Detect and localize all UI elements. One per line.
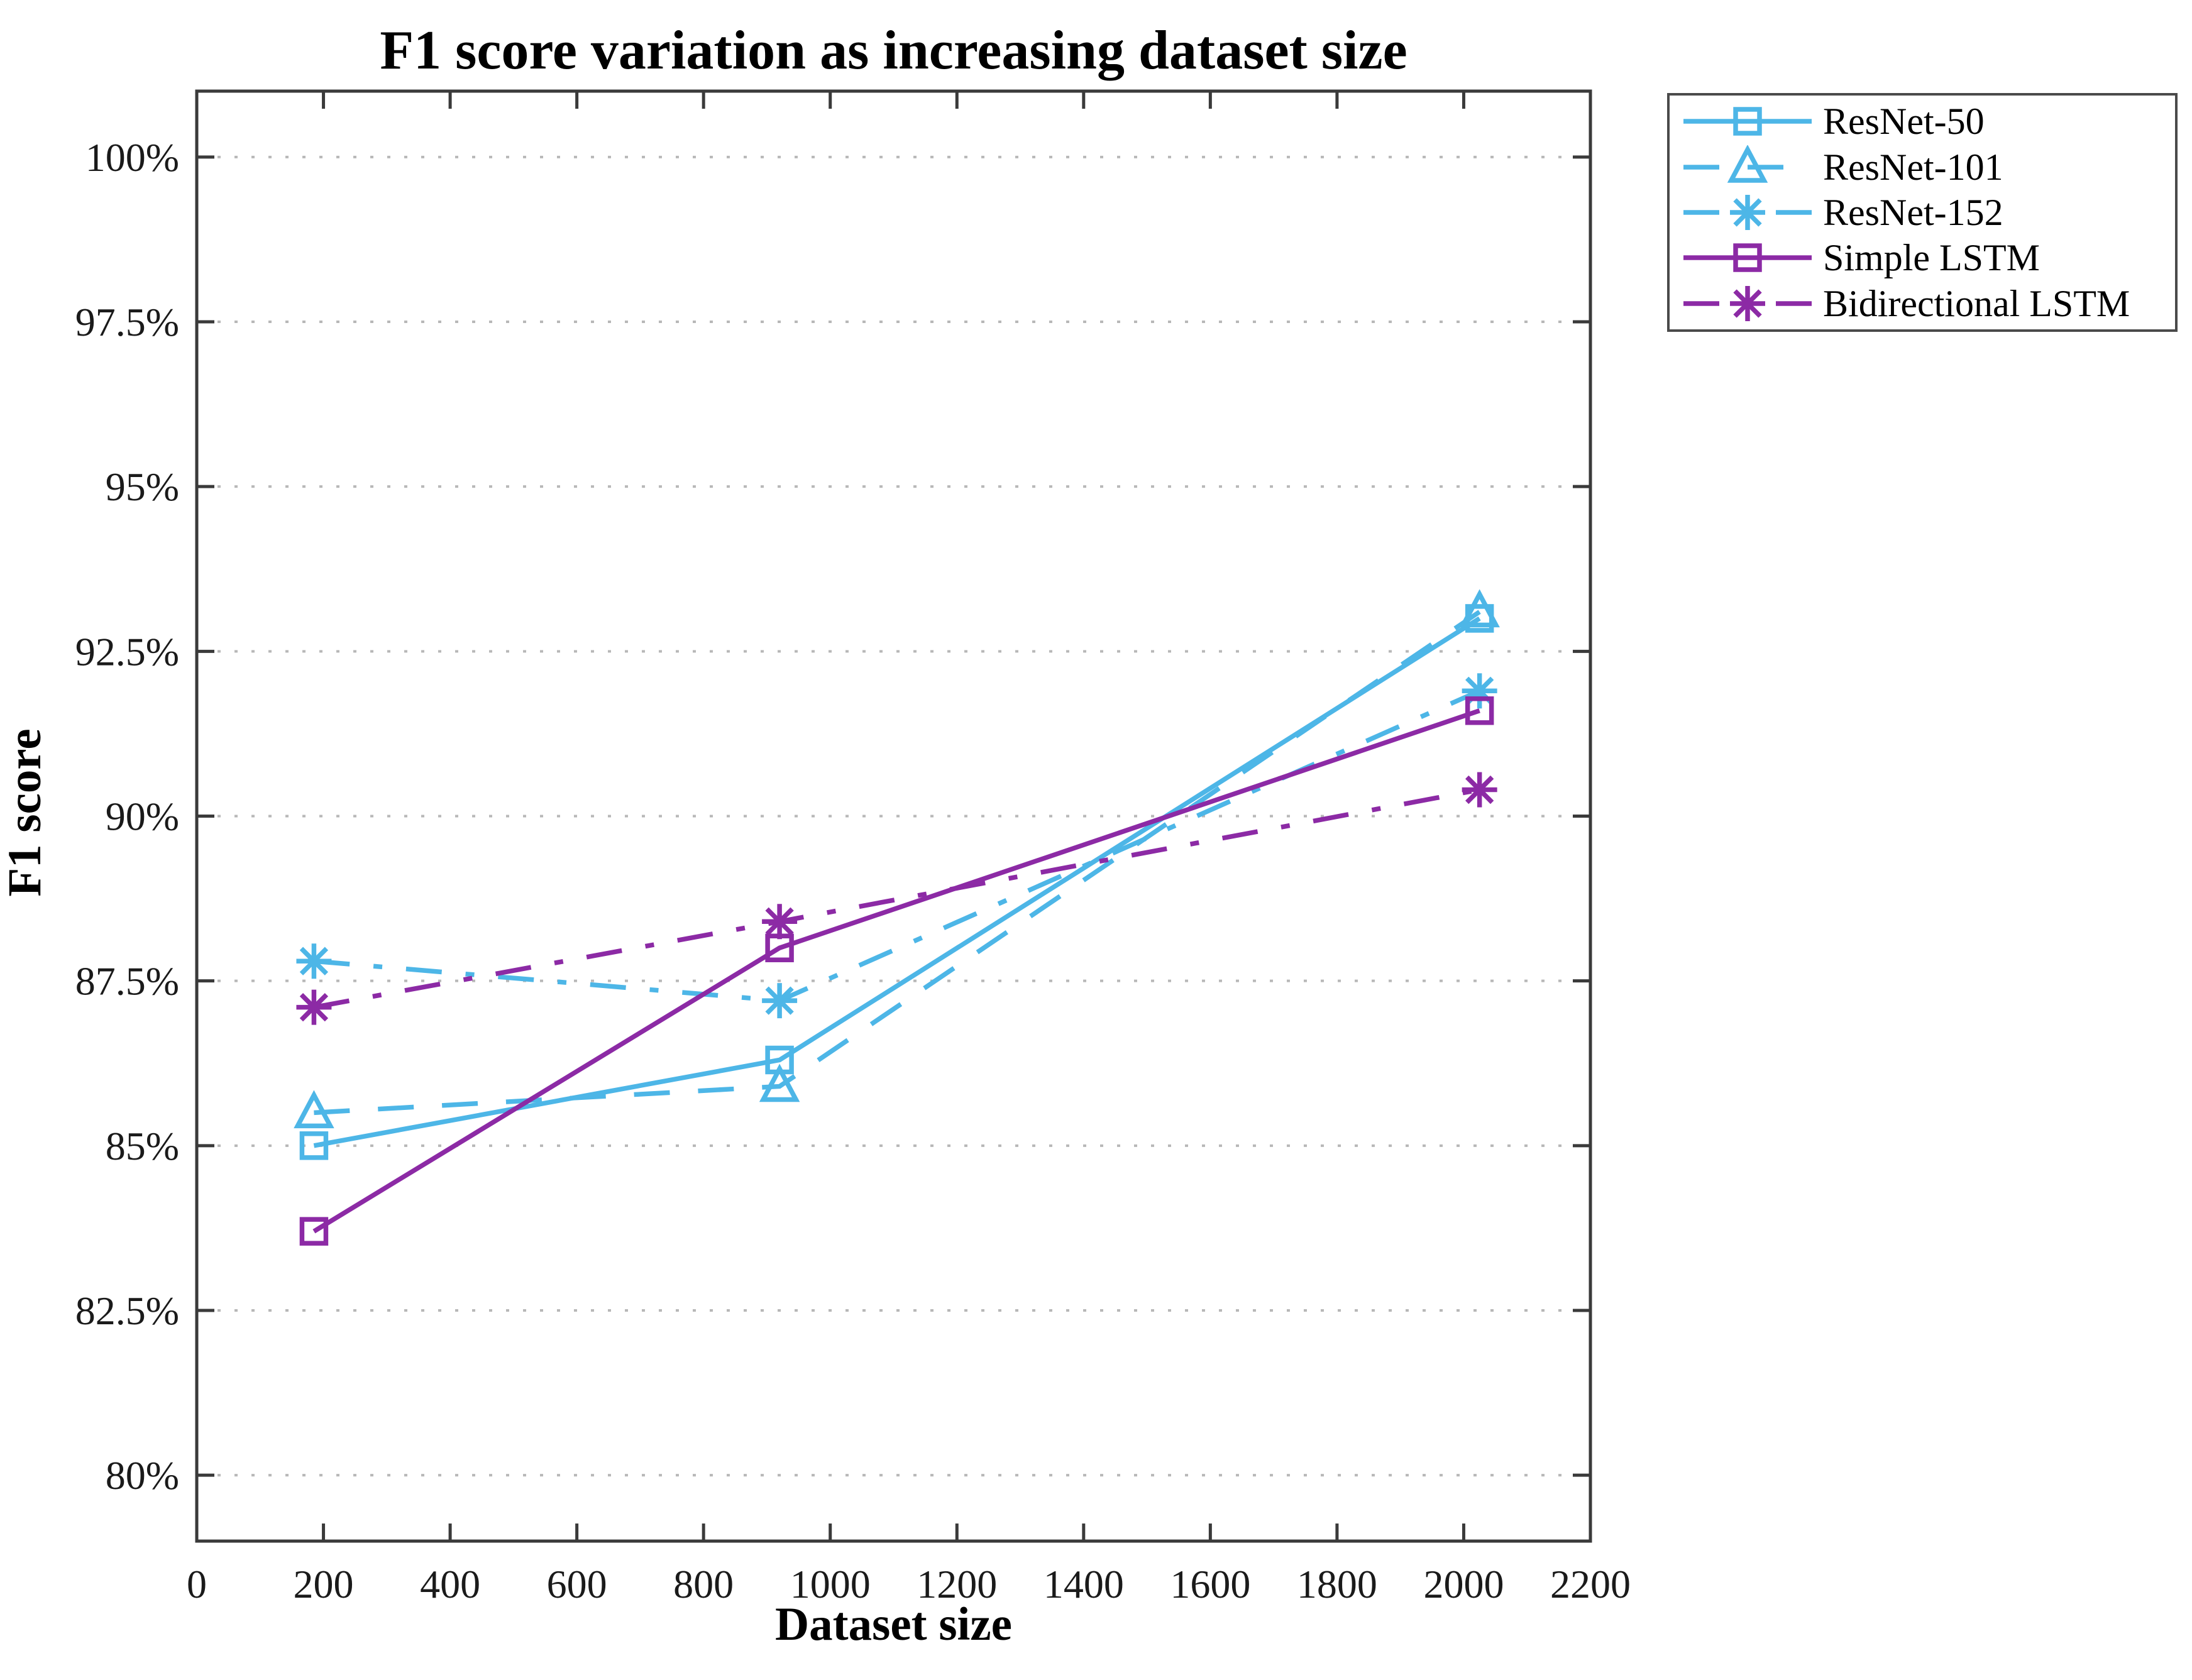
triangle-marker-icon [1727,145,1768,183]
asterisk-marker-icon [296,989,332,1025]
legend-line-sample-simple-lstm [1683,243,1812,273]
x-tick-label: 1400 [1044,1562,1124,1606]
legend-label: Bidirectional LSTM [1823,282,2130,324]
series-bidirectional-lstm [296,772,1497,1025]
legend-label: ResNet-101 [1823,146,2003,188]
x-axis-title: Dataset size [775,1598,1012,1650]
asterisk-marker-icon [762,904,798,940]
square-marker-icon [1733,107,1762,136]
legend-line-sample-bidirectional-lstm [1683,285,1812,321]
x-tick-label: 0 [187,1562,207,1606]
square-marker-icon [1465,696,1494,725]
series-line-resnet-152 [314,688,1481,1003]
asterisk-marker-icon [1730,194,1765,230]
asterisk-marker-icon [1462,772,1497,808]
y-tick-label: 97.5% [75,300,179,344]
legend-line-sample-resnet-50 [1683,107,1812,136]
legend-box: ResNet-50 ResNet-101 ResNet-152 Simple LSTM… [1667,93,2178,332]
square-marker-icon [1733,243,1762,273]
legend-label: ResNet-152 [1823,191,2003,233]
legend-item-resnet-152: ResNet-152 [1681,190,2170,234]
legend-line-sample-resnet-152 [1683,194,1812,230]
y-tick-label: 82.5% [75,1288,179,1333]
triangle-marker-icon [294,1090,334,1129]
x-tick-label: 200 [294,1562,354,1606]
x-tick-label: 1200 [917,1562,997,1606]
y-tick-label: 100% [85,135,179,180]
x-tick-label: 600 [547,1562,607,1606]
axis-ticks: 80% 82.5% 85% 87.5% 90% 92.5% 95% 97.5% 100% 0 200… [75,91,1631,1606]
asterisk-marker-icon [1730,285,1765,321]
series-simple-lstm [299,696,1494,1246]
triangle-marker-icon [1459,589,1500,628]
x-tick-label: 2000 [1423,1562,1504,1606]
x-tick-label: 1000 [790,1562,871,1606]
legend-line-sample-resnet-101 [1683,145,1812,183]
legend-label: ResNet-50 [1823,101,1985,143]
legend-item-resnet-50: ResNet-50 [1681,99,2170,143]
series-line-simple-lstm [312,708,1480,1234]
series-line-resnet-101 [314,610,1481,1116]
square-marker-icon [299,1217,329,1246]
legend-item-bidirectional-lstm: Bidirectional LSTM [1681,282,2170,326]
series-resnet-50 [299,604,1494,1160]
legend-item-resnet-101: ResNet-101 [1681,145,2170,189]
chart-title: F1 score variation as increasing dataset… [380,20,1407,81]
y-tick-label: 87.5% [75,959,179,1004]
series-resnet-152 [296,673,1497,1019]
y-tick-label: 80% [106,1453,179,1498]
x-tick-label: 1600 [1170,1562,1250,1606]
y-tick-label: 90% [106,794,179,839]
square-marker-icon [299,1131,329,1160]
x-tick-label: 800 [673,1562,734,1606]
asterisk-marker-icon [762,983,798,1019]
y-tick-label: 85% [106,1124,179,1168]
x-tick-label: 400 [420,1562,480,1606]
series-line-bidirectional-lstm [313,787,1480,1010]
asterisk-marker-icon [296,943,332,979]
y-gridlines [201,155,1587,1477]
series-line-resnet-50 [313,616,1481,1148]
series-resnet-101 [294,589,1500,1129]
legend-item-simple-lstm: Simple LSTM [1681,236,2170,280]
y-tick-label: 92.5% [75,629,179,674]
x-tick-label: 2200 [1550,1562,1631,1606]
axes-box [195,89,1592,1543]
triangle-marker-icon [759,1063,800,1102]
x-tick-label: 1800 [1297,1562,1377,1606]
y-tick-label: 95% [106,464,179,509]
legend-label: Simple LSTM [1823,237,2041,279]
